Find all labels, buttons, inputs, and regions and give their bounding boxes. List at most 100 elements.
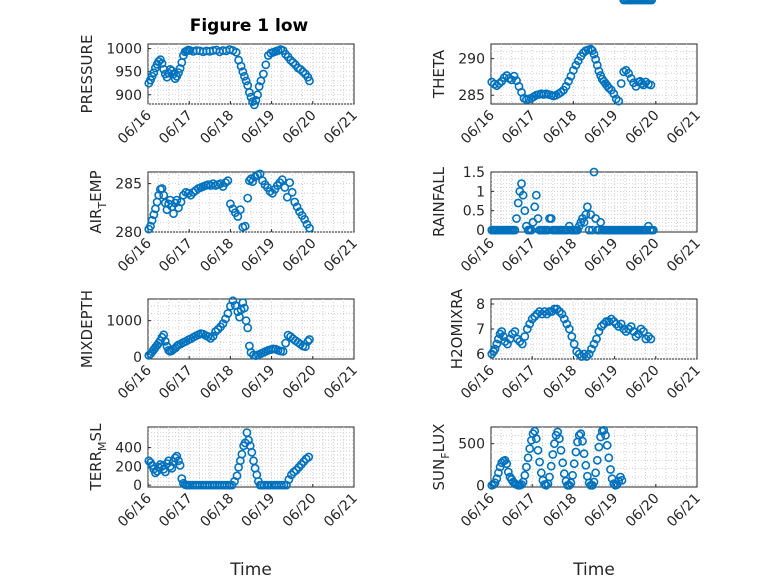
x-tick-label: 06/19 <box>582 108 622 148</box>
data-point <box>236 61 246 71</box>
y-tick-label: 950 <box>115 65 142 81</box>
data-point <box>517 179 526 188</box>
data-point <box>284 475 294 484</box>
data-point <box>647 0 657 5</box>
data-point <box>290 197 300 207</box>
data-point <box>533 214 543 223</box>
x-tick-label: 06/20 <box>280 108 320 148</box>
data-point <box>569 65 578 75</box>
x-tick-label: 06/20 <box>623 363 663 403</box>
x-tick-label: 06/18 <box>197 363 237 403</box>
x-tick-label: 06/19 <box>239 491 279 531</box>
data-point <box>556 87 566 97</box>
data-point <box>597 322 606 331</box>
data-point <box>300 214 309 224</box>
y-tick-label: 0 <box>476 478 485 494</box>
data-point <box>636 324 646 334</box>
data-point <box>552 304 562 314</box>
data-point <box>157 59 167 68</box>
data-point <box>243 323 253 333</box>
data-point <box>241 76 251 86</box>
data-point <box>589 49 599 59</box>
data-point <box>502 459 512 469</box>
data-point <box>237 449 247 459</box>
data-point <box>584 349 594 359</box>
data-point <box>221 178 230 187</box>
data-point <box>175 64 185 73</box>
data-point <box>530 202 540 212</box>
data-point <box>175 460 185 470</box>
x-tick-label: 06/20 <box>280 236 320 276</box>
x-tick-label: 06/21 <box>321 363 361 403</box>
data-point <box>579 349 589 359</box>
subplot-7: 0 200 400 06/16 06/17 06/18 06/19 06/20 06/21 TER… <box>87 423 361 530</box>
data-point <box>225 199 235 209</box>
data-point <box>493 468 503 478</box>
data-point <box>616 79 626 88</box>
data-point <box>579 217 589 227</box>
data-point <box>611 94 621 104</box>
data-point <box>579 449 589 459</box>
data-point <box>281 338 290 348</box>
y-tick-label: 0 <box>476 223 485 239</box>
data-point <box>490 478 500 488</box>
y-tick-label: 0.5 <box>463 204 485 220</box>
data-point <box>492 474 502 484</box>
data-point <box>520 332 530 341</box>
data-point <box>611 319 621 329</box>
data-point <box>513 334 522 344</box>
data-point <box>206 333 215 343</box>
data-point <box>527 225 536 235</box>
data-point <box>533 445 543 455</box>
data-point <box>149 210 159 219</box>
y-tick-label: 285 <box>115 177 142 193</box>
x-tick-label: 06/20 <box>623 236 663 276</box>
x-tick-label: 06/18 <box>197 236 237 276</box>
data-point <box>223 176 233 186</box>
y-tick-label: 290 <box>458 52 485 68</box>
data-point <box>523 453 533 463</box>
data-point <box>571 447 581 457</box>
x-tick-label: 06/16 <box>458 235 498 275</box>
data-point <box>518 190 528 200</box>
data-point <box>287 187 297 197</box>
data-point <box>147 215 157 225</box>
data-point <box>604 453 614 463</box>
data-point <box>228 296 238 306</box>
data-point <box>154 190 164 200</box>
data-point <box>240 221 250 231</box>
data-point <box>146 221 155 231</box>
y-axis-label: THETA <box>430 49 448 99</box>
data-point <box>609 89 619 99</box>
data-point <box>574 349 584 359</box>
x-tick-label: 06/21 <box>321 236 361 276</box>
data-point <box>578 436 587 446</box>
subplot-2: 285 290 06/16 06/17 06/18 06/19 06/20 06/21 THET… <box>430 43 704 148</box>
data-point <box>288 58 298 67</box>
data-point <box>584 225 594 235</box>
data-point <box>517 339 527 349</box>
data-point <box>280 183 290 192</box>
y-tick-label: 280 <box>115 225 142 241</box>
data-point <box>569 459 579 469</box>
x-tick-label: 06/17 <box>499 108 539 148</box>
data-point <box>624 68 633 78</box>
data-point <box>244 88 254 97</box>
data-point <box>278 346 288 356</box>
x-tick-label: 06/20 <box>623 491 663 531</box>
data-point <box>639 327 648 336</box>
data-point <box>277 175 287 185</box>
data-point <box>525 319 535 329</box>
data-point <box>609 317 619 326</box>
y-tick-label: 8 <box>476 297 485 313</box>
x-tick-label: 06/16 <box>115 362 155 402</box>
data-point <box>520 206 530 216</box>
data-point <box>247 447 257 457</box>
data-point <box>208 331 218 341</box>
data-point <box>596 217 605 227</box>
data-point <box>211 327 220 336</box>
data-point <box>555 434 564 444</box>
